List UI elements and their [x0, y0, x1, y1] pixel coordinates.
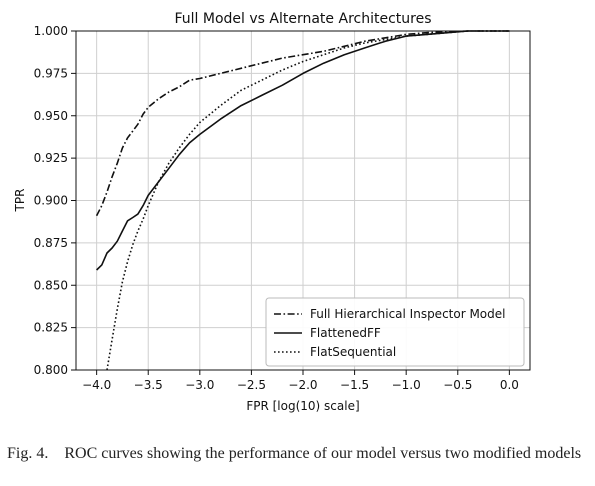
y-axis-title: TPR	[13, 189, 27, 213]
series-line-full-hierarchical	[95, 30, 510, 217]
chart-title: Full Model vs Alternate Architectures	[175, 11, 432, 27]
x-tick-label: −4.0	[82, 378, 111, 392]
y-tick-label: 0.950	[34, 109, 68, 123]
caption-text: ROC curves showing the performance of ou…	[64, 445, 582, 462]
roc-chart: Full Model vs Alternate Architectures −4…	[13, 11, 531, 413]
legend-box	[265, 297, 525, 367]
legend-label-full-hierarchical: Full Hierarchical Inspector Model	[310, 307, 506, 321]
caption-label: Fig. 4.	[7, 445, 49, 462]
y-tick-label: 0.850	[34, 278, 68, 292]
series-line-flattenedff	[96, 30, 510, 271]
x-axis: −4.0 −3.5 −3.0 −2.5 −2.0 −1.5 −1.0 −0.5 0.0	[82, 370, 519, 392]
y-tick-label: 0.800	[34, 363, 68, 377]
y-tick-label: 0.875	[34, 236, 68, 250]
figure-caption: Fig. 4. ROC curves showing the performan…	[7, 444, 592, 463]
x-tick-label: −1.5	[340, 378, 369, 392]
legend: Full Hierarchical Inspector Model Flatte…	[265, 297, 525, 367]
y-tick-label: 1.000	[34, 24, 68, 38]
y-tick-label: 0.900	[34, 194, 68, 208]
y-axis: 0.800 0.825 0.850 0.875 0.900 0.925 0.950 0.975…	[34, 24, 76, 377]
series-layer	[95, 30, 510, 371]
x-tick-label: −3.0	[185, 378, 214, 392]
x-tick-label: −1.0	[392, 378, 421, 392]
x-tick-label: −2.5	[237, 378, 266, 392]
y-tick-label: 0.975	[34, 66, 68, 80]
y-tick-label: 0.925	[34, 151, 68, 165]
x-tick-label: −3.5	[134, 378, 163, 392]
x-tick-label: −0.5	[443, 378, 472, 392]
x-tick-label: −2.0	[288, 378, 317, 392]
legend-label-flattenedff: FlattenedFF	[310, 326, 381, 340]
x-axis-title: FPR [log(10) scale]	[246, 399, 359, 413]
legend-label-flatsequential: FlatSequential	[310, 345, 396, 359]
x-tick-label: 0.0	[500, 378, 519, 392]
y-tick-label: 0.825	[34, 321, 68, 335]
